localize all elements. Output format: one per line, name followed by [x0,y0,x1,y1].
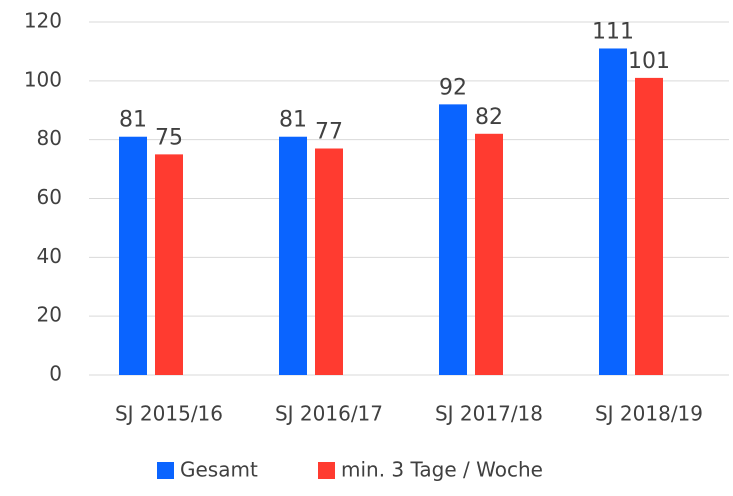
legend-label: min. 3 Tage / Woche [341,458,543,482]
x-tick-label: SJ 2018/19 [595,402,703,426]
data-label: 81 [119,108,147,133]
y-tick-label: 20 [37,303,62,327]
data-label: 101 [628,49,670,74]
bar [155,154,183,375]
legend-label: Gesamt [180,458,258,482]
x-tick-label: SJ 2016/17 [275,402,383,426]
y-tick-label: 80 [37,126,62,150]
y-tick-label: 60 [37,185,62,209]
legend-swatch [157,462,174,479]
bar [475,133,503,375]
bar [439,104,467,375]
x-tick-label: SJ 2015/16 [115,402,223,426]
bar [315,148,343,375]
bar [279,136,307,375]
bar [119,136,147,375]
data-label: 82 [475,105,503,130]
y-tick-label: 100 [24,67,62,91]
bar [635,77,663,376]
data-label: 75 [155,125,183,150]
y-tick-label: 0 [49,362,62,386]
data-label: 111 [592,19,634,44]
data-label: 92 [439,75,467,100]
bar [599,48,627,375]
y-tick-label: 40 [37,244,62,268]
y-tick-label: 120 [24,9,62,33]
x-tick-label: SJ 2017/18 [435,402,543,426]
legend-swatch [318,462,335,479]
data-label: 81 [279,108,307,133]
data-label: 77 [315,119,343,144]
